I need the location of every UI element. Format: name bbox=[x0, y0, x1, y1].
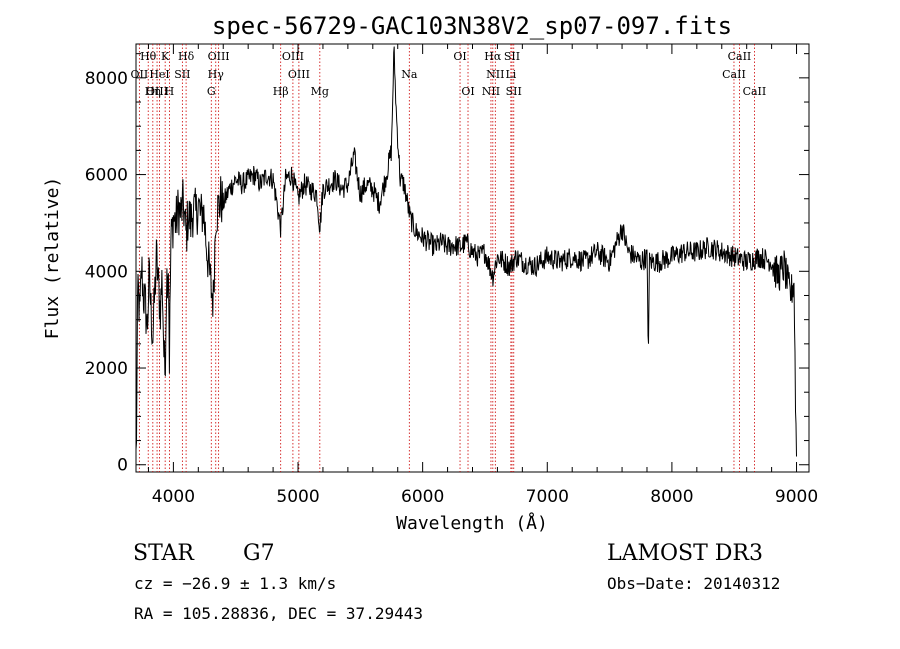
line-marker-label: Na bbox=[401, 68, 418, 81]
plot-frame bbox=[135, 43, 810, 473]
y-tick-label: 6000 bbox=[85, 166, 128, 186]
subclass: G7 bbox=[243, 541, 275, 566]
line-marker-label: Li bbox=[505, 68, 516, 81]
y-axis-ticks: 0 2000 4000 6000 8000 bbox=[85, 53, 809, 476]
x-axis-label: Wavelength (Å) bbox=[396, 512, 548, 534]
y-tick-label: 0 bbox=[117, 456, 128, 476]
line-marker-label: Hη bbox=[145, 85, 161, 98]
line-marker-label: OII bbox=[131, 68, 149, 81]
line-marker-label: OIII bbox=[282, 50, 304, 63]
y-axis-label: Flux (relative) bbox=[42, 177, 63, 340]
x-tick-label: 7000 bbox=[526, 487, 569, 507]
line-marker-label: Hγ bbox=[208, 68, 225, 81]
line-marker-label: CaII bbox=[728, 50, 752, 63]
coordinates: RA = 105.28836, DEC = 37.29443 bbox=[134, 604, 423, 623]
line-marker-label: SII bbox=[174, 68, 190, 81]
x-tick-label: 9000 bbox=[775, 487, 818, 507]
x-tick-label: 4000 bbox=[152, 487, 195, 507]
line-marker-label: Hθ bbox=[140, 50, 157, 63]
line-marker-label: OIII bbox=[288, 68, 310, 81]
y-tick-label: 8000 bbox=[85, 69, 128, 89]
object-class: STAR bbox=[133, 541, 195, 566]
line-marker-label: SII bbox=[504, 50, 520, 63]
line-marker-label: OIII bbox=[208, 50, 230, 63]
x-axis-ticks: 4000 5000 6000 7000 8000 9000 bbox=[147, 44, 818, 507]
line-marker-label: OI bbox=[461, 85, 474, 98]
line-marker-label: CaII bbox=[722, 68, 746, 81]
line-marker-label: HeI bbox=[149, 68, 169, 81]
line-marker-label: Hβ bbox=[273, 85, 289, 98]
line-marker-label: CaII bbox=[743, 85, 767, 98]
line-marker-label: K bbox=[161, 50, 170, 63]
line-marker-label: NII bbox=[482, 85, 500, 98]
x-tick-label: 5000 bbox=[276, 487, 319, 507]
x-tick-label: 6000 bbox=[401, 487, 444, 507]
survey-name: LAMOST DR3 bbox=[607, 541, 763, 566]
line-marker-label: OIII bbox=[146, 85, 168, 98]
spectrum-line bbox=[135, 46, 797, 457]
line-marker-label: NII bbox=[486, 68, 504, 81]
line-marker-label: G bbox=[207, 85, 216, 98]
x-tick-label: 8000 bbox=[650, 487, 693, 507]
y-tick-label: 2000 bbox=[85, 359, 128, 379]
line-marker-label: Hα bbox=[484, 50, 502, 63]
line-marker-label: Mg bbox=[311, 85, 329, 98]
obs-date: Obs−Date: 20140312 bbox=[607, 574, 780, 593]
y-tick-label: 4000 bbox=[85, 262, 128, 282]
line-marker-label: H bbox=[165, 85, 175, 98]
line-marker-label: OI bbox=[453, 50, 466, 63]
line-marker-label: Hδ bbox=[178, 50, 195, 63]
redshift-text: cz = −26.9 ± 1.3 km/s bbox=[134, 574, 336, 593]
chart-title: spec-56729-GAC103N38V2_sp07-097.fits bbox=[212, 12, 732, 40]
line-marker-label: SII bbox=[506, 85, 522, 98]
